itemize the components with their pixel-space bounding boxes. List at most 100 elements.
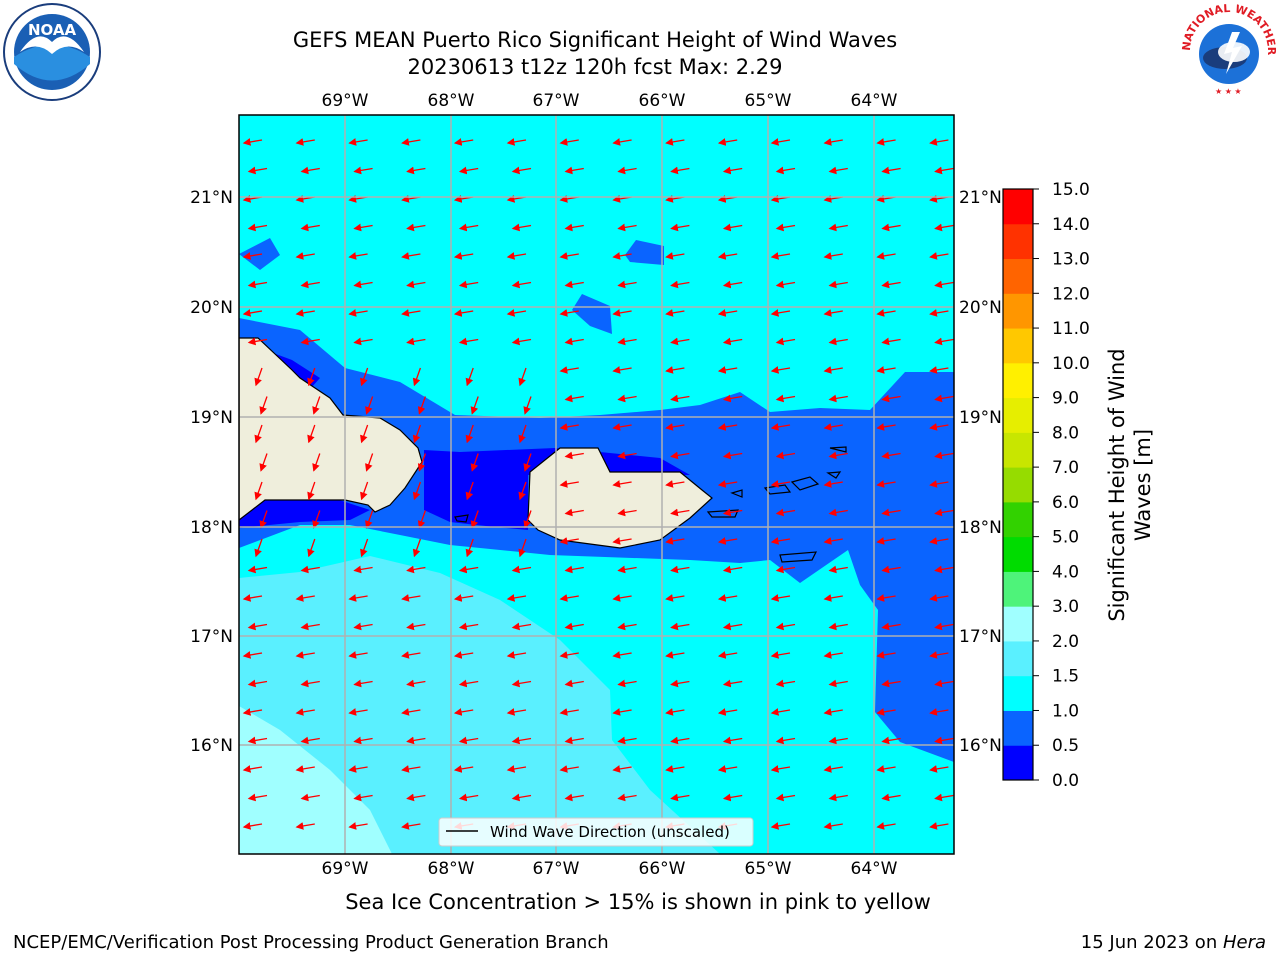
wave-direction-arrow — [770, 537, 791, 545]
wave-direction-arrow — [876, 309, 896, 317]
wave-direction-arrow — [458, 736, 479, 745]
wave-direction-arrow — [612, 366, 632, 374]
lat-label-left: 20°N — [190, 298, 233, 318]
colorbar-tick-label: 6.0 — [1052, 493, 1079, 513]
wave-direction-arrow — [828, 223, 848, 232]
lon-label-top: 65°W — [745, 91, 792, 111]
wave-direction-arrow — [876, 651, 896, 659]
wind-wave-arrows — [242, 138, 954, 830]
wave-direction-arrow — [247, 622, 268, 631]
lon-label-bottom: 65°W — [745, 859, 792, 879]
wave-direction-arrow — [412, 538, 422, 558]
wave-direction-arrow — [564, 337, 584, 346]
nws-logo-icon: NATIONAL WEATHER SERVICE ★ ★ ★ — [1176, 0, 1278, 104]
map-area — [239, 115, 954, 854]
wave-direction-arrow — [670, 223, 690, 232]
colorbar-tick-label: 12.0 — [1052, 284, 1090, 304]
wave-direction-arrow — [506, 708, 527, 716]
wave-direction-arrow — [523, 510, 532, 529]
wave-field-0-0.5 — [424, 448, 690, 530]
wave-direction-arrow — [612, 252, 632, 260]
wave-direction-arrow — [307, 424, 316, 444]
lon-label-top: 68°W — [428, 91, 475, 111]
wave-direction-arrow — [564, 622, 584, 631]
wave-direction-arrow — [775, 166, 796, 175]
wave-direction-arrow — [247, 793, 268, 802]
wave-direction-arrow — [401, 822, 421, 830]
wave-direction-arrow — [559, 138, 579, 146]
wave-direction-arrow — [775, 508, 796, 517]
wave-direction-arrow — [929, 822, 949, 830]
lat-label-left: 16°N — [190, 736, 233, 756]
wave-direction-arrow — [406, 679, 426, 688]
wave-direction-arrow — [406, 280, 426, 289]
wave-direction-arrow — [876, 366, 896, 374]
wave-direction-arrow — [506, 138, 527, 146]
wave-direction-arrow — [722, 565, 743, 574]
footer-date-text: 15 Jun 2023 on — [1080, 932, 1223, 953]
wave-direction-arrow — [775, 394, 796, 403]
wave-direction-arrow — [665, 708, 685, 716]
wave-direction-arrow — [564, 508, 584, 517]
wave-direction-arrow — [722, 679, 743, 688]
wave-direction-arrow — [259, 510, 268, 529]
wave-direction-arrow — [670, 793, 690, 802]
wave-direction-arrow — [665, 309, 685, 317]
wave-patch-3 — [572, 294, 612, 334]
wave-direction-arrow — [722, 451, 743, 460]
colorbar-segment — [1003, 362, 1033, 399]
wave-direction-arrow — [247, 223, 268, 232]
wave-direction-arrow — [559, 537, 579, 545]
wave-direction-arrow — [823, 423, 843, 431]
wave-direction-arrow — [401, 594, 421, 602]
footer-machine: Hera — [1222, 932, 1266, 953]
wave-direction-arrow — [612, 594, 632, 602]
wave-direction-arrow — [881, 793, 901, 802]
wave-direction-arrow — [353, 622, 373, 631]
wave-direction-arrow — [242, 594, 263, 602]
wave-direction-arrow — [617, 280, 637, 289]
lat-label-left: 21°N — [190, 188, 233, 208]
wave-direction-arrow — [670, 736, 690, 745]
wave-direction-arrow — [360, 367, 369, 387]
colorbar-tick-label: 2.0 — [1052, 632, 1079, 652]
wave-direction-arrow — [934, 622, 954, 631]
wave-direction-arrow — [876, 138, 896, 146]
colorbar-tick-label: 14.0 — [1052, 215, 1090, 235]
wave-direction-arrow — [934, 793, 954, 802]
lat-label-left: 19°N — [190, 408, 233, 428]
wave-direction-arrow — [770, 480, 791, 488]
lon-label-bottom: 66°W — [639, 859, 686, 879]
wave-direction-arrow — [401, 309, 421, 317]
wave-direction-arrow — [665, 480, 685, 488]
wave-direction-arrow — [881, 679, 901, 688]
lat-label-right: 19°N — [959, 408, 1002, 428]
wave-direction-arrow — [559, 366, 579, 374]
wave-direction-arrow — [929, 594, 949, 602]
wave-direction-arrow — [506, 309, 527, 317]
wave-direction-arrow — [876, 822, 896, 830]
wave-direction-arrow — [559, 708, 579, 716]
wave-direction-arrow — [259, 453, 268, 472]
wave-direction-arrow — [665, 594, 685, 602]
wave-direction-arrow — [612, 651, 632, 659]
wave-direction-arrow — [670, 394, 690, 403]
wave-direction-arrow — [406, 223, 426, 232]
wave-field-1.5-2 — [239, 556, 720, 854]
wave-direction-arrow — [564, 394, 584, 403]
wave-direction-arrow — [353, 166, 373, 175]
wave-direction-arrow — [559, 480, 579, 488]
colorbar-segment — [1003, 571, 1033, 607]
wave-direction-arrow — [929, 537, 949, 545]
wave-direction-arrow — [295, 822, 315, 830]
lon-label-bottom: 68°W — [428, 859, 475, 879]
wave-direction-arrow — [617, 622, 637, 631]
colorbar-segment — [1003, 606, 1033, 642]
wave-direction-arrow — [934, 337, 954, 346]
wave-direction-arrow — [242, 651, 263, 659]
lat-label-right: 21°N — [959, 188, 1002, 208]
wave-direction-arrow — [670, 565, 690, 574]
wave-direction-arrow — [828, 166, 848, 175]
wave-direction-arrow — [665, 651, 685, 659]
colorbar-segment — [1003, 640, 1033, 677]
